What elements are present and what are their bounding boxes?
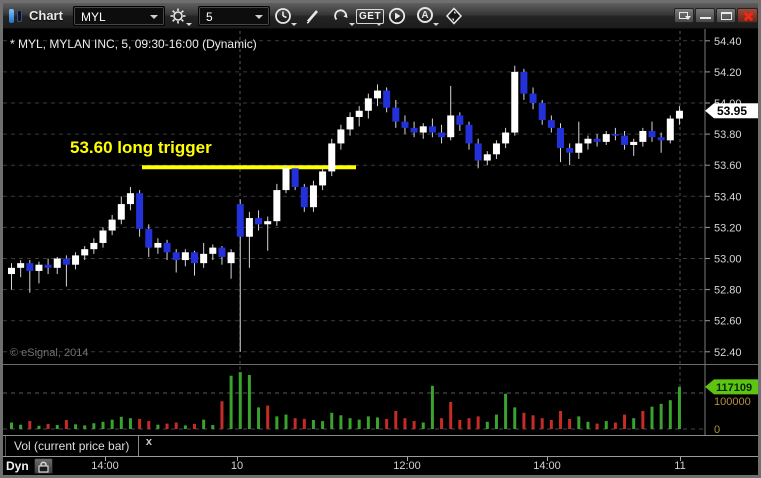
svg-text:53.00: 53.00 (714, 254, 742, 266)
close-button[interactable] (737, 8, 758, 23)
play-icon (388, 7, 406, 25)
popout-button[interactable] (674, 8, 694, 23)
time-axis-label: 11 (674, 460, 686, 472)
circular-arrow-icon (334, 9, 348, 21)
close-icon[interactable]: x (145, 436, 152, 448)
time-template-button[interactable] (273, 6, 297, 26)
svg-text:52.60: 52.60 (714, 316, 742, 328)
maximize-button[interactable] (716, 8, 736, 23)
svg-text:* MYL, MYLAN INC, 5, 09:30-16:: * MYL, MYLAN INC, 5, 09:30-16:00 (Dynami… (10, 37, 257, 51)
svg-text:53.80: 53.80 (714, 129, 742, 141)
pencil-icon (306, 10, 318, 24)
svg-text:53.40: 53.40 (714, 191, 742, 203)
symbol-combobox[interactable]: MYL (73, 6, 165, 26)
tab-vol-study[interactable]: Vol (current price bar) x (5, 436, 152, 456)
price-volume-chart: 52.40 52.60 52.80 53.00 53.20 53.40 53.60 53.80… (3, 29, 758, 436)
svg-text:100000: 100000 (714, 396, 751, 408)
dyn-button[interactable]: Dyn (6, 459, 29, 473)
interval-value: 5 (206, 10, 213, 24)
reload-data-button[interactable] (331, 6, 355, 26)
auto-trade-button[interactable]: A (415, 6, 439, 26)
titlebar: Chart MYL 5 (3, 3, 758, 29)
svg-text:53.20: 53.20 (714, 222, 742, 234)
settings-gear-icon (170, 8, 186, 24)
time-axis-tick (680, 457, 681, 461)
minimize-button[interactable] (695, 8, 715, 23)
chart-window-icon (9, 8, 25, 24)
time-axis-label: 12:00 (393, 460, 421, 472)
svg-text:117109: 117109 (716, 382, 752, 394)
svg-text:53.60 long trigger: 53.60 long trigger (70, 138, 212, 157)
svg-text:0: 0 (714, 424, 720, 435)
svg-text:53.60: 53.60 (714, 160, 742, 172)
tab-label: Vol (current price bar) (14, 439, 130, 453)
svg-text:52.80: 52.80 (714, 285, 742, 297)
time-axis-tick (407, 457, 408, 461)
time-axis-label: 14:00 (533, 460, 561, 472)
lock-button[interactable] (34, 458, 53, 474)
letter-a-circle-icon: A (417, 7, 433, 23)
svg-text:© eSignal, 2014: © eSignal, 2014 (10, 347, 88, 359)
diamond-arrows-icon (445, 7, 463, 25)
draw-tool-button[interactable] (303, 6, 323, 26)
svg-text:52.40: 52.40 (714, 347, 742, 359)
interval-combobox[interactable]: 5 (198, 6, 270, 26)
chevron-down-icon (433, 23, 439, 26)
time-axis-label: 10 (230, 460, 244, 472)
chevron-down-icon (150, 15, 158, 19)
symbol-value: MYL (81, 10, 106, 24)
clock-icon (275, 8, 291, 24)
chevron-down-icon (376, 23, 382, 26)
link-tool-button[interactable] (444, 6, 464, 26)
time-axis-row: Dyn 14:00 10 12:00 14:00 11 (3, 456, 758, 475)
chart-panel: 52.40 52.60 52.80 53.00 53.20 53.40 53.60 53.80… (3, 29, 758, 436)
time-axis-tick (547, 457, 548, 461)
get-data-button[interactable]: GET (356, 6, 385, 26)
svg-text:53.95: 53.95 (717, 104, 747, 118)
time-axis-label: 14:00 (91, 460, 119, 472)
chevron-down-icon (186, 23, 192, 26)
play-replay-button[interactable] (387, 6, 407, 26)
symbol-settings-button[interactable] (168, 6, 192, 26)
svg-text:54.40: 54.40 (714, 36, 742, 48)
time-axis-tick (105, 457, 106, 461)
chevron-down-icon (291, 23, 297, 26)
chevron-down-icon (255, 15, 263, 19)
lock-icon (38, 461, 49, 473)
time-axis-tick (237, 457, 238, 461)
chevron-down-icon (349, 23, 355, 26)
window-title: Chart (29, 8, 63, 23)
svg-text:54.20: 54.20 (714, 67, 742, 79)
study-tab-bar: Vol (current price bar) x (3, 435, 758, 456)
get-label: GET (356, 9, 385, 24)
